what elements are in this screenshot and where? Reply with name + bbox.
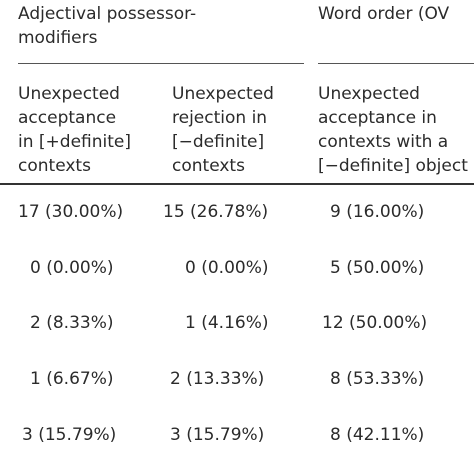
table-cell: 12 (50.00%) (322, 313, 428, 333)
group-rule-word-order (318, 63, 474, 64)
group-header-word-order: Word order (OV (318, 4, 450, 24)
table-cell: 1 (6.67%) (30, 369, 114, 389)
table-cell: 8 (53.33%) (330, 369, 425, 389)
table-cell: 8 (42.11%) (330, 425, 425, 445)
table-cell: 9 (16.00%) (330, 202, 425, 222)
table-cell: 0 (0.00%) (30, 258, 114, 278)
table-cell: 2 (13.33%) (170, 369, 265, 389)
column-header-unexpected-acceptance-indefinite-object: Unexpected acceptance in contexts with a… (318, 84, 468, 176)
table-cell: 2 (8.33%) (30, 313, 114, 333)
table-cell: 5 (50.00%) (330, 258, 425, 278)
group-rule-adjectival (18, 63, 304, 64)
table-cell: 15 (26.78%) (163, 202, 269, 222)
table-cell: 17 (30.00%) (18, 202, 124, 222)
table-cell: 3 (15.79%) (22, 425, 117, 445)
header-bottom-rule (0, 183, 474, 185)
table-cell: 1 (4.16%) (185, 313, 269, 333)
column-header-unexpected-rejection-indefinite: Unexpected rejection in [−definite] cont… (172, 84, 274, 176)
group-header-adjectival-possessor-modifiers: Adjectival possessor- modifiers (18, 4, 197, 48)
table-cell: 0 (0.00%) (185, 258, 269, 278)
column-header-unexpected-acceptance-definite: Unexpected acceptance in [+definite] con… (18, 84, 131, 176)
table-cell: 3 (15.79%) (170, 425, 265, 445)
